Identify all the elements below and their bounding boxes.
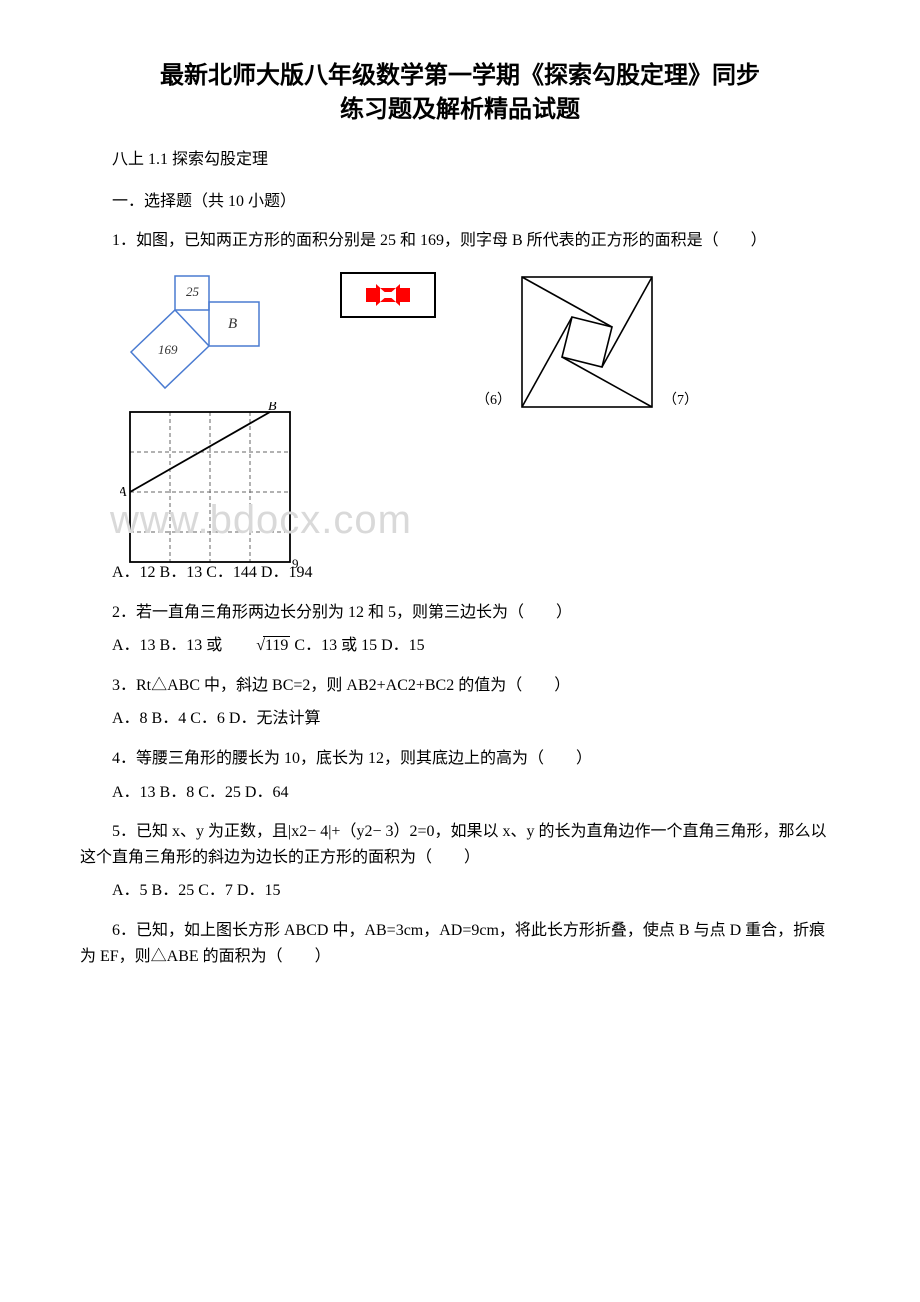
figure-grid-ab: A B 9 [120, 402, 300, 572]
svg-text:169: 169 [158, 342, 178, 357]
middle-figure-column [340, 272, 436, 318]
question-2: 2．若一直角三角形两边长分别为 12 和 5，则第三边长为（ ） [80, 600, 840, 626]
question-1: 1．如图，已知两正方形的面积分别是 25 和 169，则字母 B 所代表的正方形… [80, 228, 840, 254]
svg-text:B: B [228, 316, 237, 332]
question-1-options: A．12 B．13 C．144 D．194 [80, 560, 840, 586]
left-figure-column: 25 B 169 A B 9 [120, 272, 300, 572]
red-bowtie-icon [360, 282, 416, 308]
question-3-options: A．8 B．4 C．6 D．无法计算 [80, 706, 840, 732]
section-heading: 一．选择题（共 10 小题） [80, 189, 840, 215]
question-4-options: A．13 B．8 C．25 D．64 [80, 780, 840, 806]
svg-text:B: B [268, 402, 277, 414]
q2-radicand: 119 [263, 636, 290, 654]
fig-label-6: （6） [476, 390, 511, 412]
page-title: 最新北师大版八年级数学第一学期《探索勾股定理》同步 练习题及解析精品试题 [80, 60, 840, 127]
sqrt-icon: 119 [222, 633, 290, 659]
question-5: 5．已知 x、y 为正数，且|x2− 4|+（y2− 3）2=0，如果以 x、y… [80, 819, 840, 870]
right-figure-group: （6） （7） [476, 272, 698, 412]
chapter-label: 八上 1.1 探索勾股定理 [80, 147, 840, 173]
question-3: 3．Rt△ABC 中，斜边 BC=2，则 AB2+AC2+BC2 的值为（ ） [80, 673, 840, 699]
svg-text:A: A [120, 485, 127, 500]
fig-label-7: （7） [663, 390, 698, 412]
title-line-1: 最新北师大版八年级数学第一学期《探索勾股定理》同步 [160, 63, 760, 89]
q2-opts-prefix: A．13 B．13 或 [112, 637, 222, 654]
figure-row: 25 B 169 A B 9 [120, 272, 840, 572]
title-line-2: 练习题及解析精品试题 [340, 97, 580, 123]
figure-pinwheel-square [517, 272, 657, 412]
svg-text:25: 25 [186, 284, 200, 299]
question-6: 6．已知，如上图长方形 ABCD 中，AB=3cm，AD=9cm，将此长方形折叠… [80, 918, 840, 969]
q2-opts-suffix: C．13 或 15 D．15 [294, 637, 424, 654]
question-5-options: A．5 B．25 C．7 D．15 [80, 878, 840, 904]
red-icon-box [340, 272, 436, 318]
question-2-options: A．13 B．13 或 119 C．13 或 15 D．15 [80, 633, 840, 659]
figure-three-squares: 25 B 169 [120, 272, 270, 392]
question-4: 4．等腰三角形的腰长为 10，底长为 12，则其底边上的高为（ ） [80, 746, 840, 772]
